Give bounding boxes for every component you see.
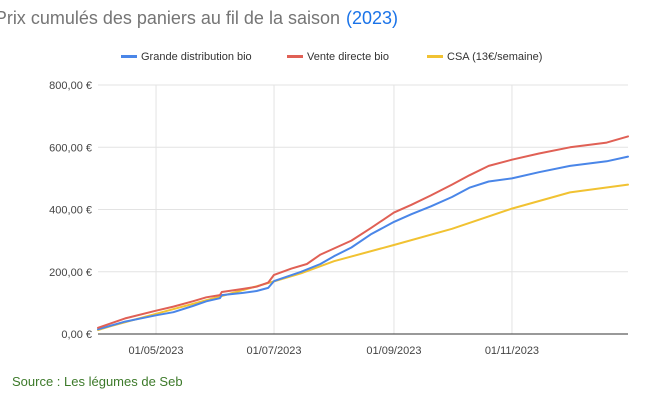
legend-label-csa: CSA (13€/semaine) bbox=[447, 51, 542, 63]
y-tick-label: 600,00 € bbox=[49, 142, 92, 154]
legend-swatch-vente-directe bbox=[287, 55, 303, 58]
y-axis-ticks: 0,00 € 200,00 € 400,00 € 600,00 € 800,00 € bbox=[49, 80, 92, 341]
series-line-grande-distribution bbox=[97, 155, 629, 331]
legend-swatch-csa bbox=[427, 55, 443, 58]
chart-legend: Grande distribution bio Vente directe bi… bbox=[121, 51, 542, 63]
y-tick-label: 400,00 € bbox=[49, 205, 92, 217]
x-tick-label: 01/07/2023 bbox=[246, 345, 301, 357]
x-axis-ticks: 01/05/2023 01/07/2023 01/09/2023 01/11/2023 bbox=[128, 345, 539, 357]
chart-title: Prix cumulés des paniers au fil de la sa… bbox=[0, 8, 340, 28]
y-tick-label: 0,00 € bbox=[61, 329, 92, 341]
x-tick-label: 01/11/2023 bbox=[485, 345, 539, 357]
legend-label-grande-distribution: Grande distribution bio bbox=[141, 51, 252, 63]
gridlines bbox=[98, 84, 628, 334]
y-tick-label: 200,00 € bbox=[49, 267, 92, 279]
series-line-vente-directe bbox=[97, 135, 629, 329]
series-line-csa bbox=[97, 183, 629, 331]
source-caption: Source : Les légumes de Seb bbox=[12, 374, 183, 389]
data-series bbox=[97, 135, 629, 331]
x-tick-label: 01/05/2023 bbox=[128, 345, 183, 357]
x-tick-label: 01/09/2023 bbox=[366, 345, 421, 357]
legend-label-vente-directe: Vente directe bio bbox=[307, 51, 389, 63]
chart-title-year: (2023) bbox=[346, 8, 398, 28]
legend-swatch-grande-distribution bbox=[121, 55, 137, 58]
y-tick-label: 800,00 € bbox=[49, 80, 92, 92]
cumulative-basket-price-chart: Prix cumulés des paniers au fil de la sa… bbox=[0, 8, 629, 357]
